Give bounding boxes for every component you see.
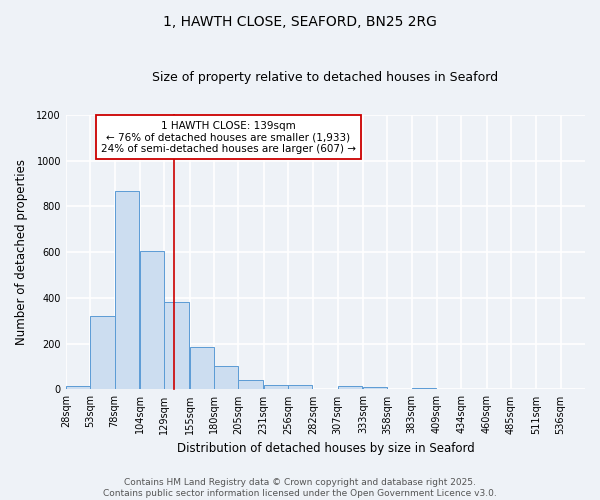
Bar [536, 388, 560, 390]
Bar [363, 387, 387, 390]
Text: 1, HAWTH CLOSE, SEAFORD, BN25 2RG: 1, HAWTH CLOSE, SEAFORD, BN25 2RG [163, 15, 437, 29]
Bar [412, 388, 436, 390]
Bar [164, 302, 188, 390]
Bar [90, 316, 115, 390]
Title: Size of property relative to detached houses in Seaford: Size of property relative to detached ho… [152, 72, 499, 85]
Bar [115, 191, 139, 390]
Bar [263, 386, 288, 390]
Bar [140, 251, 164, 390]
Text: 1 HAWTH CLOSE: 139sqm
← 76% of detached houses are smaller (1,933)
24% of semi-d: 1 HAWTH CLOSE: 139sqm ← 76% of detached … [101, 120, 356, 154]
Bar [238, 380, 263, 390]
Bar [190, 346, 214, 390]
Bar [338, 386, 362, 390]
Bar [66, 386, 90, 390]
Bar [214, 366, 238, 390]
X-axis label: Distribution of detached houses by size in Seaford: Distribution of detached houses by size … [176, 442, 474, 455]
Text: Contains HM Land Registry data © Crown copyright and database right 2025.
Contai: Contains HM Land Registry data © Crown c… [103, 478, 497, 498]
Bar [288, 386, 312, 390]
Y-axis label: Number of detached properties: Number of detached properties [15, 159, 28, 345]
